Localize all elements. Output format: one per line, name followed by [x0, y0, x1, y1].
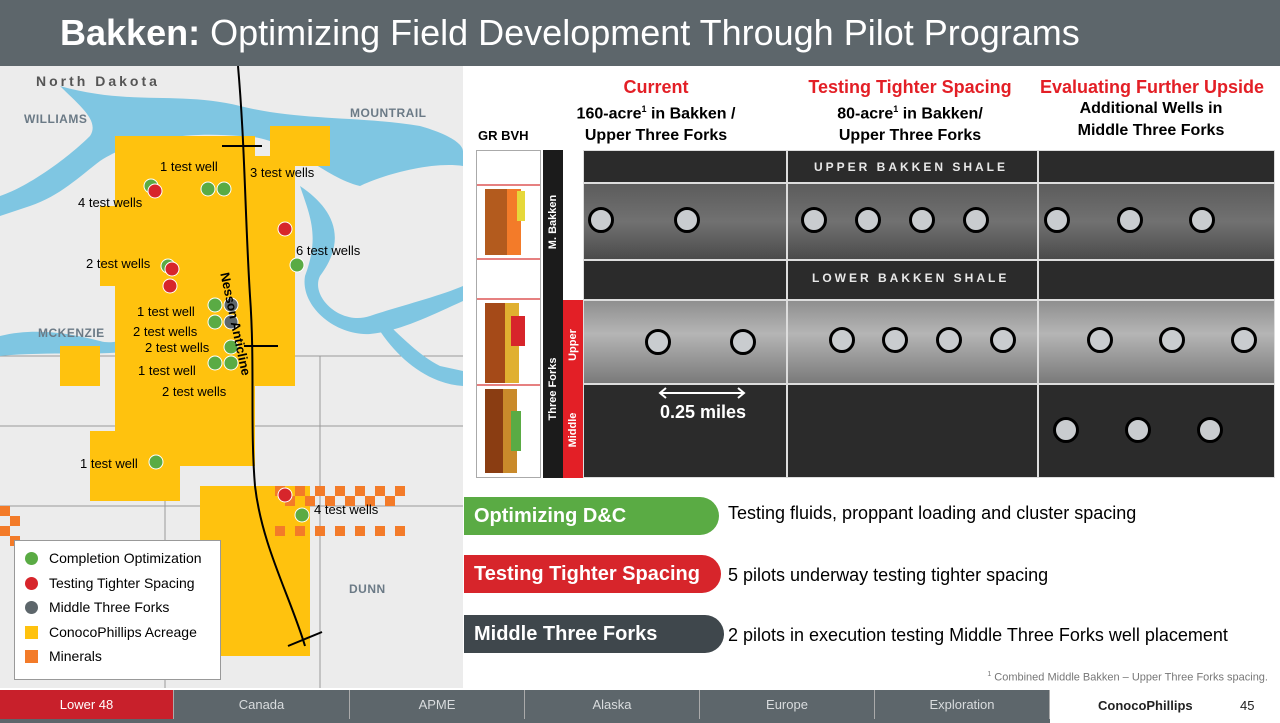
well-marker [1125, 417, 1151, 443]
map-label: 2 test wells [133, 324, 198, 339]
pill-optimizing-dc: Optimizing D&C [464, 497, 719, 535]
map-graphic [0, 66, 463, 688]
well-marker [909, 207, 935, 233]
well-marker [730, 329, 756, 355]
pill-tighter-spacing: Testing Tighter Spacing [464, 555, 721, 593]
map-label: 4 test wells [314, 502, 379, 517]
well-marker [645, 329, 671, 355]
pill-middle-three-forks: Middle Three Forks [464, 615, 724, 653]
well-marker [1197, 417, 1223, 443]
map-legend: Completion Optimization Testing Tighter … [14, 540, 221, 680]
well-marker [990, 327, 1016, 353]
county-williams: WILLIAMS [24, 112, 88, 126]
well-marker [855, 207, 881, 233]
tab-canada[interactable]: Canada [174, 690, 350, 719]
orange-square-icon [25, 649, 38, 663]
legend-item: ConocoPhillips Acreage [25, 622, 197, 642]
map-label: 2 test wells [86, 256, 151, 271]
column-heading-upside: Evaluating Further Upside Additional Wel… [1040, 77, 1265, 139]
map-label: 1 test well [138, 363, 196, 378]
map-label: 2 test wells [162, 384, 227, 399]
footer-logo-area: ConocoPhillips 45 [1050, 690, 1280, 723]
rock-upper-forks [583, 300, 787, 384]
red-dot-icon [25, 576, 38, 590]
state-label: North Dakota [36, 73, 160, 89]
legend-item: Completion Optimization [25, 548, 202, 568]
zone-bar-shale [543, 260, 563, 300]
well-marker [1117, 207, 1143, 233]
tab-alaska[interactable]: Alaska [525, 690, 700, 719]
map-label: 2 test wells [145, 340, 210, 355]
zone-bakken: M. Bakken [543, 183, 563, 260]
well-marker [936, 327, 962, 353]
rock-upper-shale [787, 150, 1038, 183]
well-marker [1189, 207, 1215, 233]
rock-middle-bakken [1038, 183, 1275, 260]
title-bar: Bakken: Optimizing Field Development Thr… [0, 0, 1280, 66]
legend-item: Middle Three Forks [25, 597, 169, 617]
gray-dot-icon [25, 600, 38, 614]
log-label: GR BVH [478, 128, 529, 143]
rock-lower-shale [787, 260, 1038, 300]
well-marker [674, 207, 700, 233]
map-label: 3 test wells [250, 165, 315, 180]
well-marker [963, 207, 989, 233]
well-marker [801, 207, 827, 233]
page-number: 45 [1240, 698, 1255, 713]
tab-lower-48[interactable]: Lower 48 [0, 690, 174, 719]
yellow-square-icon [25, 625, 38, 639]
column-heading-current: Current 160-acre1 in Bakken / Upper Thre… [576, 77, 736, 145]
map-label: 1 test well [80, 456, 138, 471]
map-label: 4 test wells [78, 195, 143, 210]
tab-exploration[interactable]: Exploration [875, 690, 1050, 719]
county-dunn: DUNN [349, 582, 386, 596]
well-marker [882, 327, 908, 353]
pill-desc-tighter-spacing: 5 pilots underway testing tighter spacin… [728, 565, 1049, 585]
well-marker [1231, 327, 1257, 353]
zone-three-forks: Three Forks [543, 300, 563, 478]
upper-shale-label: UPPER BAKKEN SHALE [814, 160, 1009, 174]
column-heading-tighter: Testing Tighter Spacing 80-acre1 in Bakk… [808, 77, 1012, 145]
rock-upper-shale [583, 150, 787, 183]
company-logo: ConocoPhillips [1098, 698, 1193, 713]
page-title: Bakken: Optimizing Field Development Thr… [60, 12, 1080, 53]
zone-red-bar: Upper Middle [563, 300, 583, 478]
rock-middle-forks [787, 384, 1038, 478]
well-marker [829, 327, 855, 353]
distance-label: 0.25 miles [660, 402, 747, 422]
well-marker [1053, 417, 1079, 443]
rock-upper-shale [1038, 150, 1275, 183]
map-label: 1 test well [160, 159, 218, 174]
footnote: 1 Combined Middle Bakken – Upper Three F… [987, 671, 1268, 684]
county-mckenzie: MCKENZIE [38, 326, 105, 340]
pill-desc-optimizing-dc: Testing fluids, proppant loading and clu… [728, 503, 1137, 523]
well-log-graphic [477, 184, 540, 473]
zone-bar-top [543, 150, 563, 183]
lower-shale-label: LOWER BAKKEN SHALE [812, 271, 1010, 285]
well-marker [588, 207, 614, 233]
county-mountrail: MOUNTRAIL [350, 106, 427, 120]
rock-lower-shale [1038, 260, 1275, 300]
map-label: 6 test wells [296, 243, 361, 258]
well-marker [1087, 327, 1113, 353]
map-label: 1 test well [137, 304, 195, 319]
tab-apme[interactable]: APME [350, 690, 525, 719]
bakken-map: North Dakota WILLIAMS MOUNTRAIL MCKENZIE… [0, 66, 463, 688]
pill-desc-middle-three-forks: 2 pilots in execution testing Middle Thr… [728, 625, 1228, 645]
footer-nav: Lower 48 Canada APME Alaska Europe Explo… [0, 690, 1280, 723]
legend-item: Minerals [25, 646, 102, 666]
green-dot-icon [25, 551, 38, 565]
well-marker [1044, 207, 1070, 233]
rock-lower-shale [583, 260, 787, 300]
well-marker [1159, 327, 1185, 353]
legend-item: Testing Tighter Spacing [25, 573, 195, 593]
distance-arrow-icon [658, 387, 746, 399]
rock-middle-forks [583, 384, 787, 478]
well-log [476, 150, 541, 478]
tab-europe[interactable]: Europe [700, 690, 875, 719]
